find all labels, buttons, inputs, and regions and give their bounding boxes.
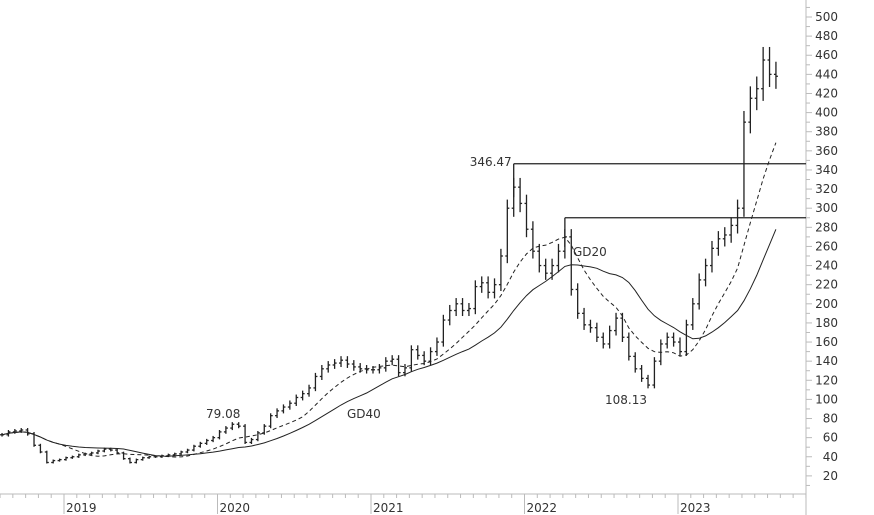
y-tick-label: 500	[815, 10, 838, 24]
x-tick-label: 2021	[373, 501, 404, 515]
y-tick-label: 220	[815, 278, 838, 292]
y-tick-label: 260	[815, 239, 838, 253]
annotation-label: 108.13	[605, 393, 647, 407]
axes: 20 40 60 80 100 120 140 160 180 200 220 240 260 280 30…	[0, 0, 838, 515]
x-tick-label: 2020	[220, 501, 251, 515]
x-tick-label: 2023	[680, 501, 711, 515]
gd20-line	[1, 142, 777, 458]
y-tick-label: 460	[815, 48, 838, 62]
x-tick-label: 2019	[66, 501, 97, 515]
x-tick-label: 2022	[527, 501, 558, 515]
gd40-line	[1, 229, 777, 457]
y-tick-label: 300	[815, 201, 838, 215]
y-tick-label: 40	[823, 450, 838, 464]
y-tick-label: 200	[815, 297, 838, 311]
moving-averages	[1, 142, 777, 458]
y-tick-label: 240	[815, 259, 838, 273]
y-tick-label: 440	[815, 67, 838, 81]
y-tick-label: 120	[815, 373, 838, 387]
y-tick-label: 180	[815, 316, 838, 330]
y-tick-label: 80	[823, 412, 838, 426]
y-tick-label: 60	[823, 431, 838, 445]
y-tick-label: 360	[815, 144, 838, 158]
annotations: 79.08 108.13 GD20 GD40	[206, 245, 647, 421]
y-tick-label: 100	[815, 392, 838, 406]
y-tick-label: 420	[815, 86, 838, 100]
price-bars	[0, 46, 778, 464]
y-tick-label: 380	[815, 125, 838, 139]
y-tick-label: 160	[815, 335, 838, 349]
y-tick-label: 20	[823, 469, 838, 483]
y-tick-label: 140	[815, 354, 838, 368]
annotation-label: 79.08	[206, 407, 240, 421]
annotation-label: GD20	[573, 245, 607, 259]
y-tick-label: 320	[815, 182, 838, 196]
y-tick-label: 340	[815, 163, 838, 177]
y-tick-label: 400	[815, 106, 838, 120]
annotation-label: GD40	[347, 407, 381, 421]
y-tick-label: 280	[815, 220, 838, 234]
y-tick-label: 480	[815, 29, 838, 43]
level-label: 346.47	[470, 155, 512, 169]
